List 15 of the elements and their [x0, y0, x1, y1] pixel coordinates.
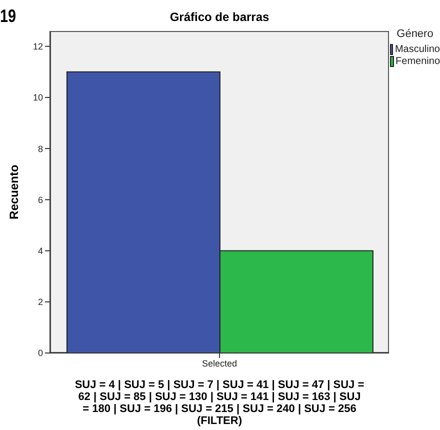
y-tick-label: 4: [38, 246, 43, 256]
legend-label: Masculino: [394, 44, 440, 54]
chart-title: Gráfico de barras: [168, 10, 270, 24]
y-tick-label: 6: [38, 194, 43, 205]
y-tick-label: 0: [38, 348, 43, 358]
y-tick-label: 8: [38, 144, 43, 154]
y-axis-title: Recuento: [7, 164, 21, 220]
legend-title: Género: [396, 28, 434, 40]
text: 19: [0, 6, 16, 27]
x-axis-title: SUJ = 4 | SUJ = 5 | SUJ = 7 | SUJ = 41 | SUJ = 47 | SUJ = 62 | SUJ = 85 | SUJ = 130 | SUJ = 141 | SUJ = 163 | SUJ = 180 | SUJ = 196 | SUJ = 215 | SUJ = 240 | SUJ = 256 (FILTER): [74, 379, 364, 427]
x-tick-label: Selected: [202, 358, 238, 368]
legend-label: Femenino: [396, 56, 440, 66]
y-tick-label: 12: [32, 42, 43, 52]
y-tick-label: 2: [38, 297, 43, 308]
y-tick-label: 10: [32, 92, 43, 103]
